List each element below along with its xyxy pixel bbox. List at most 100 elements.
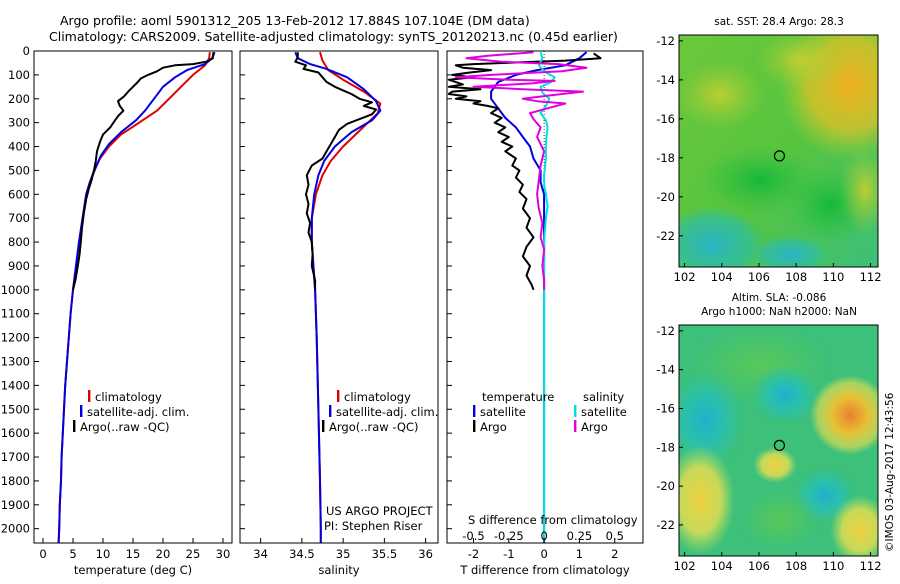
map-y-tick-label: -18 bbox=[656, 151, 675, 165]
map-x-tick-label: 104 bbox=[711, 559, 733, 573]
x-tick-label: 36 bbox=[418, 547, 433, 561]
map-x-tick-label: 102 bbox=[674, 559, 696, 573]
map-y-tick-label: -14 bbox=[656, 73, 675, 87]
y-tick-label: 300 bbox=[8, 116, 30, 130]
y-tick-label: 1600 bbox=[1, 426, 30, 440]
difference-panel: -2 -1 0 1 2 -0.5 -0.25 0 0.25 0.5 T difference fro… bbox=[446, 50, 644, 577]
y-tick-label: 1300 bbox=[1, 354, 30, 368]
sst-cold-patch bbox=[679, 205, 767, 267]
series-argo-raw-qc- bbox=[72, 52, 215, 291]
series-temperature-argo bbox=[447, 52, 602, 291]
x-tick-label: 20 bbox=[156, 547, 171, 561]
legend-label: satellite bbox=[581, 405, 627, 419]
top-tick-label: 0 bbox=[540, 529, 547, 543]
top-tick-label: 0.25 bbox=[567, 529, 593, 543]
series-salinity-satellite bbox=[537, 51, 556, 543]
map-y-tick-label: -12 bbox=[656, 34, 675, 48]
map-x-tick-label: 108 bbox=[785, 559, 807, 573]
legend-swatch-climatology bbox=[337, 390, 340, 402]
y-tick-label: 500 bbox=[8, 163, 30, 177]
legend-swatch-sal-argo bbox=[574, 420, 577, 432]
y-tick-label: 1000 bbox=[1, 283, 30, 297]
sla-map bbox=[679, 325, 878, 556]
sst-map-title: sat. SST: 28.4 Argo: 28.3 bbox=[714, 16, 844, 28]
sla-map-axes: 102 104 106 108 110 112 -12 -14 -16 -18 -20 -22 bbox=[656, 324, 881, 573]
map-y-tick-label: -20 bbox=[656, 479, 675, 493]
x-tick-label: 30 bbox=[216, 547, 231, 561]
map-frame bbox=[678, 324, 879, 557]
y-tick-label: 1700 bbox=[1, 450, 30, 464]
map-x-tick-label: 112 bbox=[860, 559, 882, 573]
x-tick-label: 35 bbox=[336, 547, 351, 561]
x-tick-label: 0 bbox=[39, 547, 46, 561]
y-tick-label: 1800 bbox=[1, 474, 30, 488]
sst-warm-patch bbox=[755, 35, 845, 90]
sla-map-title-1: Altim. SLA: -0.086 bbox=[732, 292, 827, 304]
legend-swatch-temp-satellite bbox=[473, 405, 476, 417]
sla-high bbox=[753, 447, 797, 483]
map-x-tick-label: 106 bbox=[748, 559, 770, 573]
series-satellite-adj-clim- bbox=[57, 51, 216, 544]
x-tick-label: 5 bbox=[69, 547, 76, 561]
sla-high bbox=[679, 445, 735, 555]
imos-watermark: ©IMOS 03-Aug-2017 12:43:56 bbox=[884, 392, 896, 552]
legend-label: satellite bbox=[480, 405, 526, 419]
sla-low bbox=[750, 365, 820, 425]
x-tick-label: 34.5 bbox=[289, 547, 315, 561]
legend-header-temperature: temperature bbox=[482, 390, 554, 404]
map-y-tick-label: -16 bbox=[656, 112, 675, 126]
y-tick-label: 700 bbox=[8, 211, 30, 225]
map-x-tick-label: 112 bbox=[860, 270, 882, 284]
legend-label: satellite-adj. clim. bbox=[336, 405, 438, 419]
legend-label: climatology bbox=[344, 390, 411, 404]
difference-legend: temperature salinity satellite Argo sate… bbox=[473, 390, 627, 434]
plot-frame bbox=[446, 50, 644, 544]
y-tick-label: 1500 bbox=[1, 402, 30, 416]
y-tick-label: 600 bbox=[8, 187, 30, 201]
top-tick-label: -0.25 bbox=[494, 529, 524, 543]
series-argo-raw-qc- bbox=[294, 52, 378, 290]
x-tick-label: 15 bbox=[126, 547, 141, 561]
header-line-1: Argo profile: aoml 5901312_205 13-Feb-20… bbox=[60, 13, 530, 28]
legend-swatch-climatology bbox=[88, 390, 91, 402]
legend-label: Argo bbox=[480, 420, 507, 434]
x-tick-label: -2 bbox=[468, 547, 479, 561]
sla-patch bbox=[740, 490, 820, 550]
legend-header-salinity: salinity bbox=[583, 390, 624, 404]
project-annotation: US ARGO PROJECT bbox=[326, 504, 434, 518]
legend-label: Argo bbox=[581, 420, 608, 434]
top-tick-label: 0.5 bbox=[606, 529, 624, 543]
series-salinity-argo bbox=[454, 51, 588, 290]
x-tick-label: 2 bbox=[611, 547, 618, 561]
series-climatology bbox=[57, 52, 211, 544]
x-tick-label: 0 bbox=[540, 547, 547, 561]
pi-annotation: PI: Stephen Riser bbox=[324, 519, 423, 533]
x-axis-label: salinity bbox=[318, 563, 359, 577]
sla-high bbox=[810, 375, 878, 455]
series-satellite-adj-clim- bbox=[294, 51, 382, 543]
sst-map bbox=[679, 35, 878, 267]
header-line-2: Climatology: CARS2009. Satellite-adjuste… bbox=[49, 29, 618, 44]
map-y-tick-label: -14 bbox=[656, 363, 675, 377]
y-tick-label: 1200 bbox=[1, 331, 30, 345]
legend-label: satellite-adj. clim. bbox=[87, 405, 189, 419]
x-tick-label: 34 bbox=[253, 547, 268, 561]
map-y-tick-label: -16 bbox=[656, 401, 675, 415]
legend-label: Argo(..raw -QC) bbox=[329, 420, 419, 434]
map-frame bbox=[678, 34, 879, 268]
map-y-tick-label: -22 bbox=[656, 518, 675, 532]
map-x-tick-label: 110 bbox=[822, 559, 844, 573]
salinity-panel: 34 34.5 35 35.5 36 salinity bbox=[239, 50, 439, 577]
legend-label: Argo(..raw -QC) bbox=[80, 420, 170, 434]
y-tick-label: 200 bbox=[8, 92, 30, 106]
sla-low bbox=[679, 370, 745, 470]
x-tick-label: -1 bbox=[503, 547, 514, 561]
sla-high bbox=[830, 495, 878, 556]
plot-frame bbox=[239, 50, 439, 544]
y-tick-label: 100 bbox=[8, 68, 30, 82]
sla-map-title-2: Argo h1000: NaN h2000: NaN bbox=[701, 306, 857, 318]
top-tick-label: -0.5 bbox=[462, 529, 484, 543]
map-x-tick-label: 102 bbox=[674, 270, 696, 284]
plot-frame bbox=[33, 50, 233, 544]
